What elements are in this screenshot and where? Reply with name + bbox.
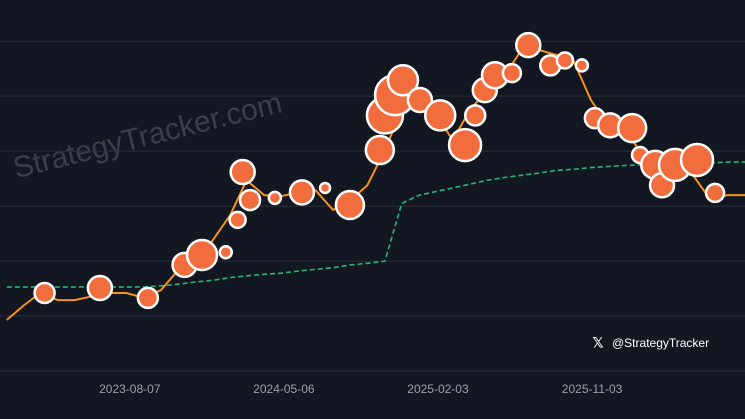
purchase-bubble <box>334 189 366 221</box>
purchase-bubble <box>447 127 483 163</box>
purchase-bubble <box>267 190 283 206</box>
purchase-bubble <box>229 158 256 186</box>
purchase-bubble <box>364 134 396 166</box>
purchase-bubble <box>574 58 590 73</box>
cost-line <box>6 161 745 288</box>
purchase-bubble <box>555 51 575 70</box>
purchase-bubble <box>228 210 247 230</box>
purchase-bubble <box>185 238 219 272</box>
x-tick-label: 2024-05-06 <box>253 382 315 396</box>
purchase-bubble <box>501 62 523 84</box>
x-logo: 𝕏 <box>592 335 603 351</box>
purchase-bubble <box>515 31 542 59</box>
x-tick-label: 2025-11-03 <box>562 382 623 396</box>
purchase-bubble <box>136 286 160 310</box>
purchase-bubble <box>288 179 316 206</box>
purchase-bubble <box>218 245 234 260</box>
purchase-bubble <box>318 181 332 195</box>
credit: 𝕏 @StrategyTracker <box>592 335 709 351</box>
purchase-bubble <box>86 274 114 302</box>
purchase-bubble <box>679 142 715 178</box>
purchase-bubble <box>406 86 434 114</box>
purchase-bubble <box>616 112 648 144</box>
purchase-bubble <box>463 104 487 127</box>
x-tick-label: 2025-02-03 <box>407 382 469 396</box>
plot <box>0 31 745 372</box>
x-tick-label: 2023-08-07 <box>99 382 161 396</box>
purchase-bubble <box>704 182 726 204</box>
purchase-bubble <box>386 63 420 97</box>
purchase-bubble <box>238 188 262 212</box>
purchase-bubble <box>423 99 457 132</box>
credit-text: @StrategyTracker <box>612 336 709 350</box>
purchase-bubble <box>33 281 56 305</box>
